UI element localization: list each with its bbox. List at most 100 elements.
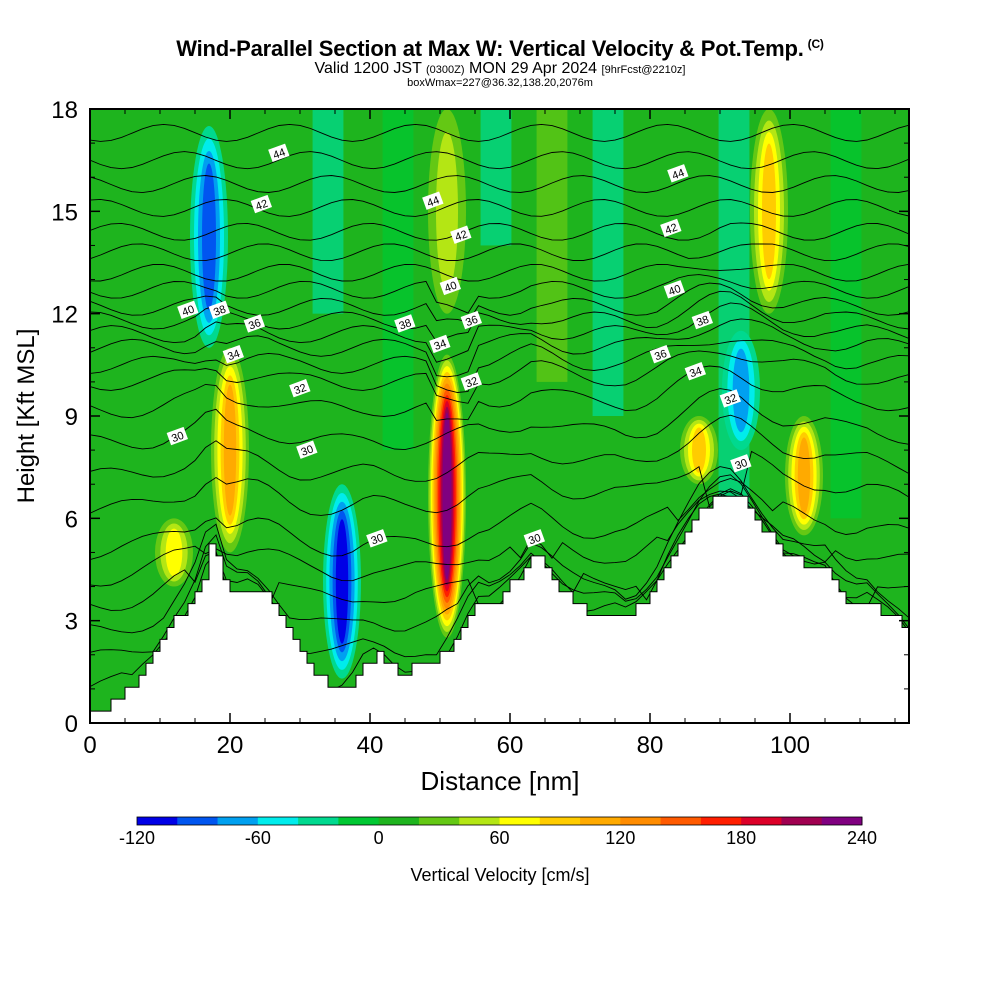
colorbar-segment xyxy=(499,817,541,825)
isentrope-label-text: 40 xyxy=(667,283,683,298)
isentrope-label-text: 34 xyxy=(433,338,449,353)
colorbar-label: Vertical Velocity [cm/s] xyxy=(410,865,589,885)
colorbar-segment xyxy=(177,817,219,825)
x-tick-label: 80 xyxy=(637,732,664,759)
colorbar-segment xyxy=(660,817,702,825)
colorbar-segment xyxy=(781,817,823,825)
colorbar-tick-label: 120 xyxy=(605,828,635,848)
isentrope-label-text: 30 xyxy=(370,532,386,547)
colorbar-tick-label: 240 xyxy=(847,828,877,848)
velocity-cell xyxy=(442,412,452,580)
colorbar-segment xyxy=(741,817,782,825)
x-tick-label: 40 xyxy=(357,732,384,759)
isentrope-line xyxy=(90,350,909,404)
colorbar-tick-label: 180 xyxy=(726,828,756,848)
isentrope-label-text: 42 xyxy=(254,198,270,213)
isentrope-label-text: 32 xyxy=(464,375,480,390)
colorbar-tick-label: -120 xyxy=(119,828,155,848)
isentrope-label: 44 xyxy=(422,191,444,210)
isentrope-label: 38 xyxy=(394,314,416,333)
chart-title: Wind-Parallel Section at Max W: Vertical… xyxy=(176,36,824,61)
isentrope-label: 44 xyxy=(667,164,689,183)
x-axis-label: Distance [nm] xyxy=(421,766,580,796)
isentrope-label: 40 xyxy=(439,276,462,296)
isentrope-label: 36 xyxy=(460,310,483,330)
colorbar-segment xyxy=(539,817,581,825)
isentrope-label-text: 44 xyxy=(426,194,442,209)
isentrope-line xyxy=(90,388,909,451)
subtitle-date: MON 29 Apr 2024 xyxy=(469,60,598,77)
colorbar-segment xyxy=(137,817,178,825)
isentrope-label-text: 30 xyxy=(300,443,316,458)
y-tick-label: 12 xyxy=(51,302,78,329)
isentrope-label-text: 36 xyxy=(464,314,480,329)
velocity-cell xyxy=(732,348,750,433)
colorbar-segment xyxy=(418,817,460,825)
isentrope-label-text: 36 xyxy=(247,317,263,332)
colorbar-segment xyxy=(378,817,420,825)
velocity-cell xyxy=(202,163,216,311)
isentrope-label-text: 34 xyxy=(688,365,704,380)
colorbar-segment xyxy=(217,817,259,825)
subtitle-valid: Valid 1200 JST xyxy=(314,60,422,77)
isentrope-line xyxy=(90,478,909,561)
velocity-cell xyxy=(223,384,237,516)
isentrope-line xyxy=(90,365,909,421)
field-stripe xyxy=(382,109,414,451)
isentrope-label: 30 xyxy=(296,440,318,459)
isentrope-label: 32 xyxy=(289,379,311,398)
colorbar-segment xyxy=(821,817,863,825)
isentrope-label: 34 xyxy=(429,334,451,354)
isentrope-line xyxy=(90,490,909,587)
y-tick-label: 15 xyxy=(51,199,78,226)
y-tick-label: 9 xyxy=(65,404,78,431)
colorbar-segment xyxy=(338,817,380,825)
isentrope-label-text: 38 xyxy=(695,314,711,329)
isentrope-label-text: 40 xyxy=(181,304,197,319)
isentrope-line xyxy=(90,466,909,634)
field-stripe xyxy=(480,109,512,246)
isentrope-label-text: 38 xyxy=(212,304,228,319)
velocity-cell xyxy=(762,143,776,280)
colorbar-segment xyxy=(580,817,621,825)
isentrope-label: 30 xyxy=(730,454,752,473)
isentrope-line xyxy=(90,198,909,217)
isentrope-label: 38 xyxy=(208,300,231,320)
isentrope-line xyxy=(90,263,909,282)
isentrope-label: 44 xyxy=(268,143,290,163)
isentrope-label: 40 xyxy=(663,280,686,299)
isentrope-label-text: 38 xyxy=(398,317,414,332)
colorbar-frame xyxy=(136,816,863,826)
isentrope-line xyxy=(90,123,909,142)
isentrope-label: 40 xyxy=(177,300,199,320)
isentrope-labels: 44 44 44 42 42 42 40 40 40 38 38 38 36 36 36 34 34 34 32 32… xyxy=(166,143,752,548)
chart-box-info: boxWmax=227@36.32,138.20,2076m xyxy=(407,77,593,89)
isentrope-line xyxy=(90,414,909,482)
colorbar-tick-label: -60 xyxy=(245,828,271,848)
isentrope-label-text: 42 xyxy=(664,222,680,237)
colorbar-tick-label: 60 xyxy=(489,828,509,848)
isentrope-line xyxy=(90,318,909,378)
isentrope-label: 42 xyxy=(450,225,472,244)
x-tick-label: 0 xyxy=(83,732,96,759)
y-axis-label: Height [Kft MSL] xyxy=(13,329,40,504)
isentrope-label-text: 32 xyxy=(293,382,309,397)
field-stripe xyxy=(312,109,344,314)
isentrope-label: 30 xyxy=(366,529,388,548)
isentrope-label: 36 xyxy=(649,344,672,364)
isentrope-label: 32 xyxy=(719,389,742,408)
isentrope-label-text: 40 xyxy=(443,280,459,295)
y-tick-label: 18 xyxy=(51,97,78,124)
velocity-cell xyxy=(692,427,706,473)
velocity-cell xyxy=(436,132,458,291)
velocity-cell xyxy=(335,519,349,644)
field-stripe xyxy=(718,109,750,519)
isentrope-label: 30 xyxy=(166,426,189,446)
colorbar-segment xyxy=(700,817,742,825)
isentrope-line xyxy=(90,302,909,363)
isentrope-label-text: 32 xyxy=(723,392,739,407)
isentrope-label-text: 36 xyxy=(653,348,669,363)
isentrope-label-text: 30 xyxy=(527,532,543,547)
